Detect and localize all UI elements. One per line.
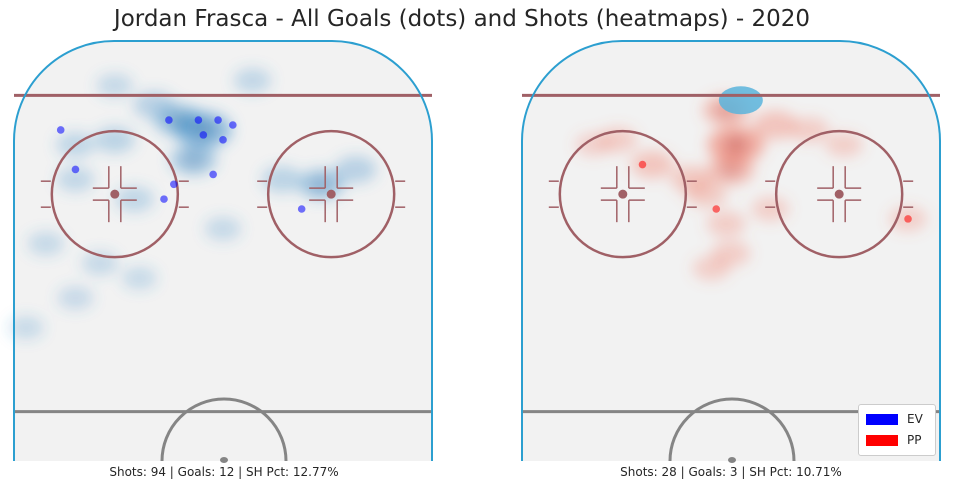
shot-density-blob xyxy=(8,316,44,340)
faceoff-dot-left xyxy=(618,189,628,199)
goal-dot xyxy=(160,195,168,203)
legend-item-pp: PP xyxy=(866,432,921,448)
goal-dot xyxy=(209,170,217,179)
goal-dot xyxy=(56,126,65,134)
faceoff-circle-left xyxy=(558,129,688,259)
shot-density-blob xyxy=(825,132,863,158)
shot-heatmap xyxy=(8,68,377,340)
goal-dot xyxy=(219,136,227,144)
rink-panel-pp xyxy=(521,40,941,463)
shot-density-blob xyxy=(27,231,65,256)
faceoff-circle-right xyxy=(774,129,904,259)
shot-density-core xyxy=(723,135,748,154)
shot-density-blob xyxy=(751,196,790,222)
faceoff-dot-right xyxy=(834,189,844,199)
shot-density-blob xyxy=(114,186,154,212)
shot-density-blob xyxy=(630,150,674,179)
faceoff-dot-left xyxy=(110,189,120,199)
legend-label-ev: EV xyxy=(907,412,923,426)
shots-caption-ev: Shots: 94 | Goals: 12 | SH Pct: 12.77% xyxy=(109,465,339,479)
shot-density-core xyxy=(166,111,191,130)
shot-density-blob xyxy=(57,286,94,310)
shot-density-blob xyxy=(121,266,157,290)
goal-dot xyxy=(165,116,173,124)
shot-density-core xyxy=(181,150,206,169)
faceoff-circle-right xyxy=(266,129,396,259)
shot-density-blob xyxy=(133,91,175,119)
legend-swatch-pp xyxy=(866,434,898,446)
shot-density-blob xyxy=(575,132,612,157)
shot-density-blob xyxy=(204,216,242,241)
legend-swatch-ev xyxy=(866,413,898,425)
legend-label-pp: PP xyxy=(907,433,922,447)
shot-density-blob xyxy=(790,117,830,143)
goal-dot xyxy=(229,121,237,129)
goal-dot xyxy=(71,165,80,174)
shot-density-blob xyxy=(56,167,95,192)
goal-dot xyxy=(638,160,647,169)
center-ice-dot xyxy=(728,457,736,463)
goal-dot xyxy=(194,116,203,124)
goal-dot xyxy=(170,180,178,189)
shot-density-blob xyxy=(96,73,134,98)
shot-density-blob xyxy=(686,181,727,208)
shot-density-blob xyxy=(753,110,798,140)
goal-dot xyxy=(712,205,721,213)
legend: EV PP xyxy=(858,404,936,456)
rink-panel-ev xyxy=(8,40,433,463)
goal-dot xyxy=(904,215,912,223)
shot-hot-spot xyxy=(718,86,763,115)
center-ice-circle xyxy=(668,397,796,462)
shot-density-blob xyxy=(334,155,377,184)
shot-density-blob xyxy=(94,126,135,153)
shot-heatmap xyxy=(575,94,927,281)
faceoff-dot-right xyxy=(326,189,336,199)
shots-caption-pp: Shots: 28 | Goals: 3 | SH Pct: 10.71% xyxy=(620,465,842,479)
shot-density-blob xyxy=(692,255,731,281)
chart-title: Jordan Frasca - All Goals (dots) and Sho… xyxy=(113,6,811,32)
goal-dot xyxy=(199,131,208,139)
center-ice-circle xyxy=(160,397,288,462)
shot-density-blob xyxy=(233,68,272,93)
shot-density-core xyxy=(719,160,743,179)
shot-density-blob xyxy=(706,211,746,237)
legend-item-ev: EV xyxy=(866,411,923,427)
faceoff-circle-left xyxy=(50,129,180,259)
rink-boards xyxy=(13,40,433,461)
goal-dot xyxy=(214,116,222,124)
center-ice-dot xyxy=(220,457,228,463)
rink-boards xyxy=(521,40,941,461)
goal-dot xyxy=(297,205,306,213)
